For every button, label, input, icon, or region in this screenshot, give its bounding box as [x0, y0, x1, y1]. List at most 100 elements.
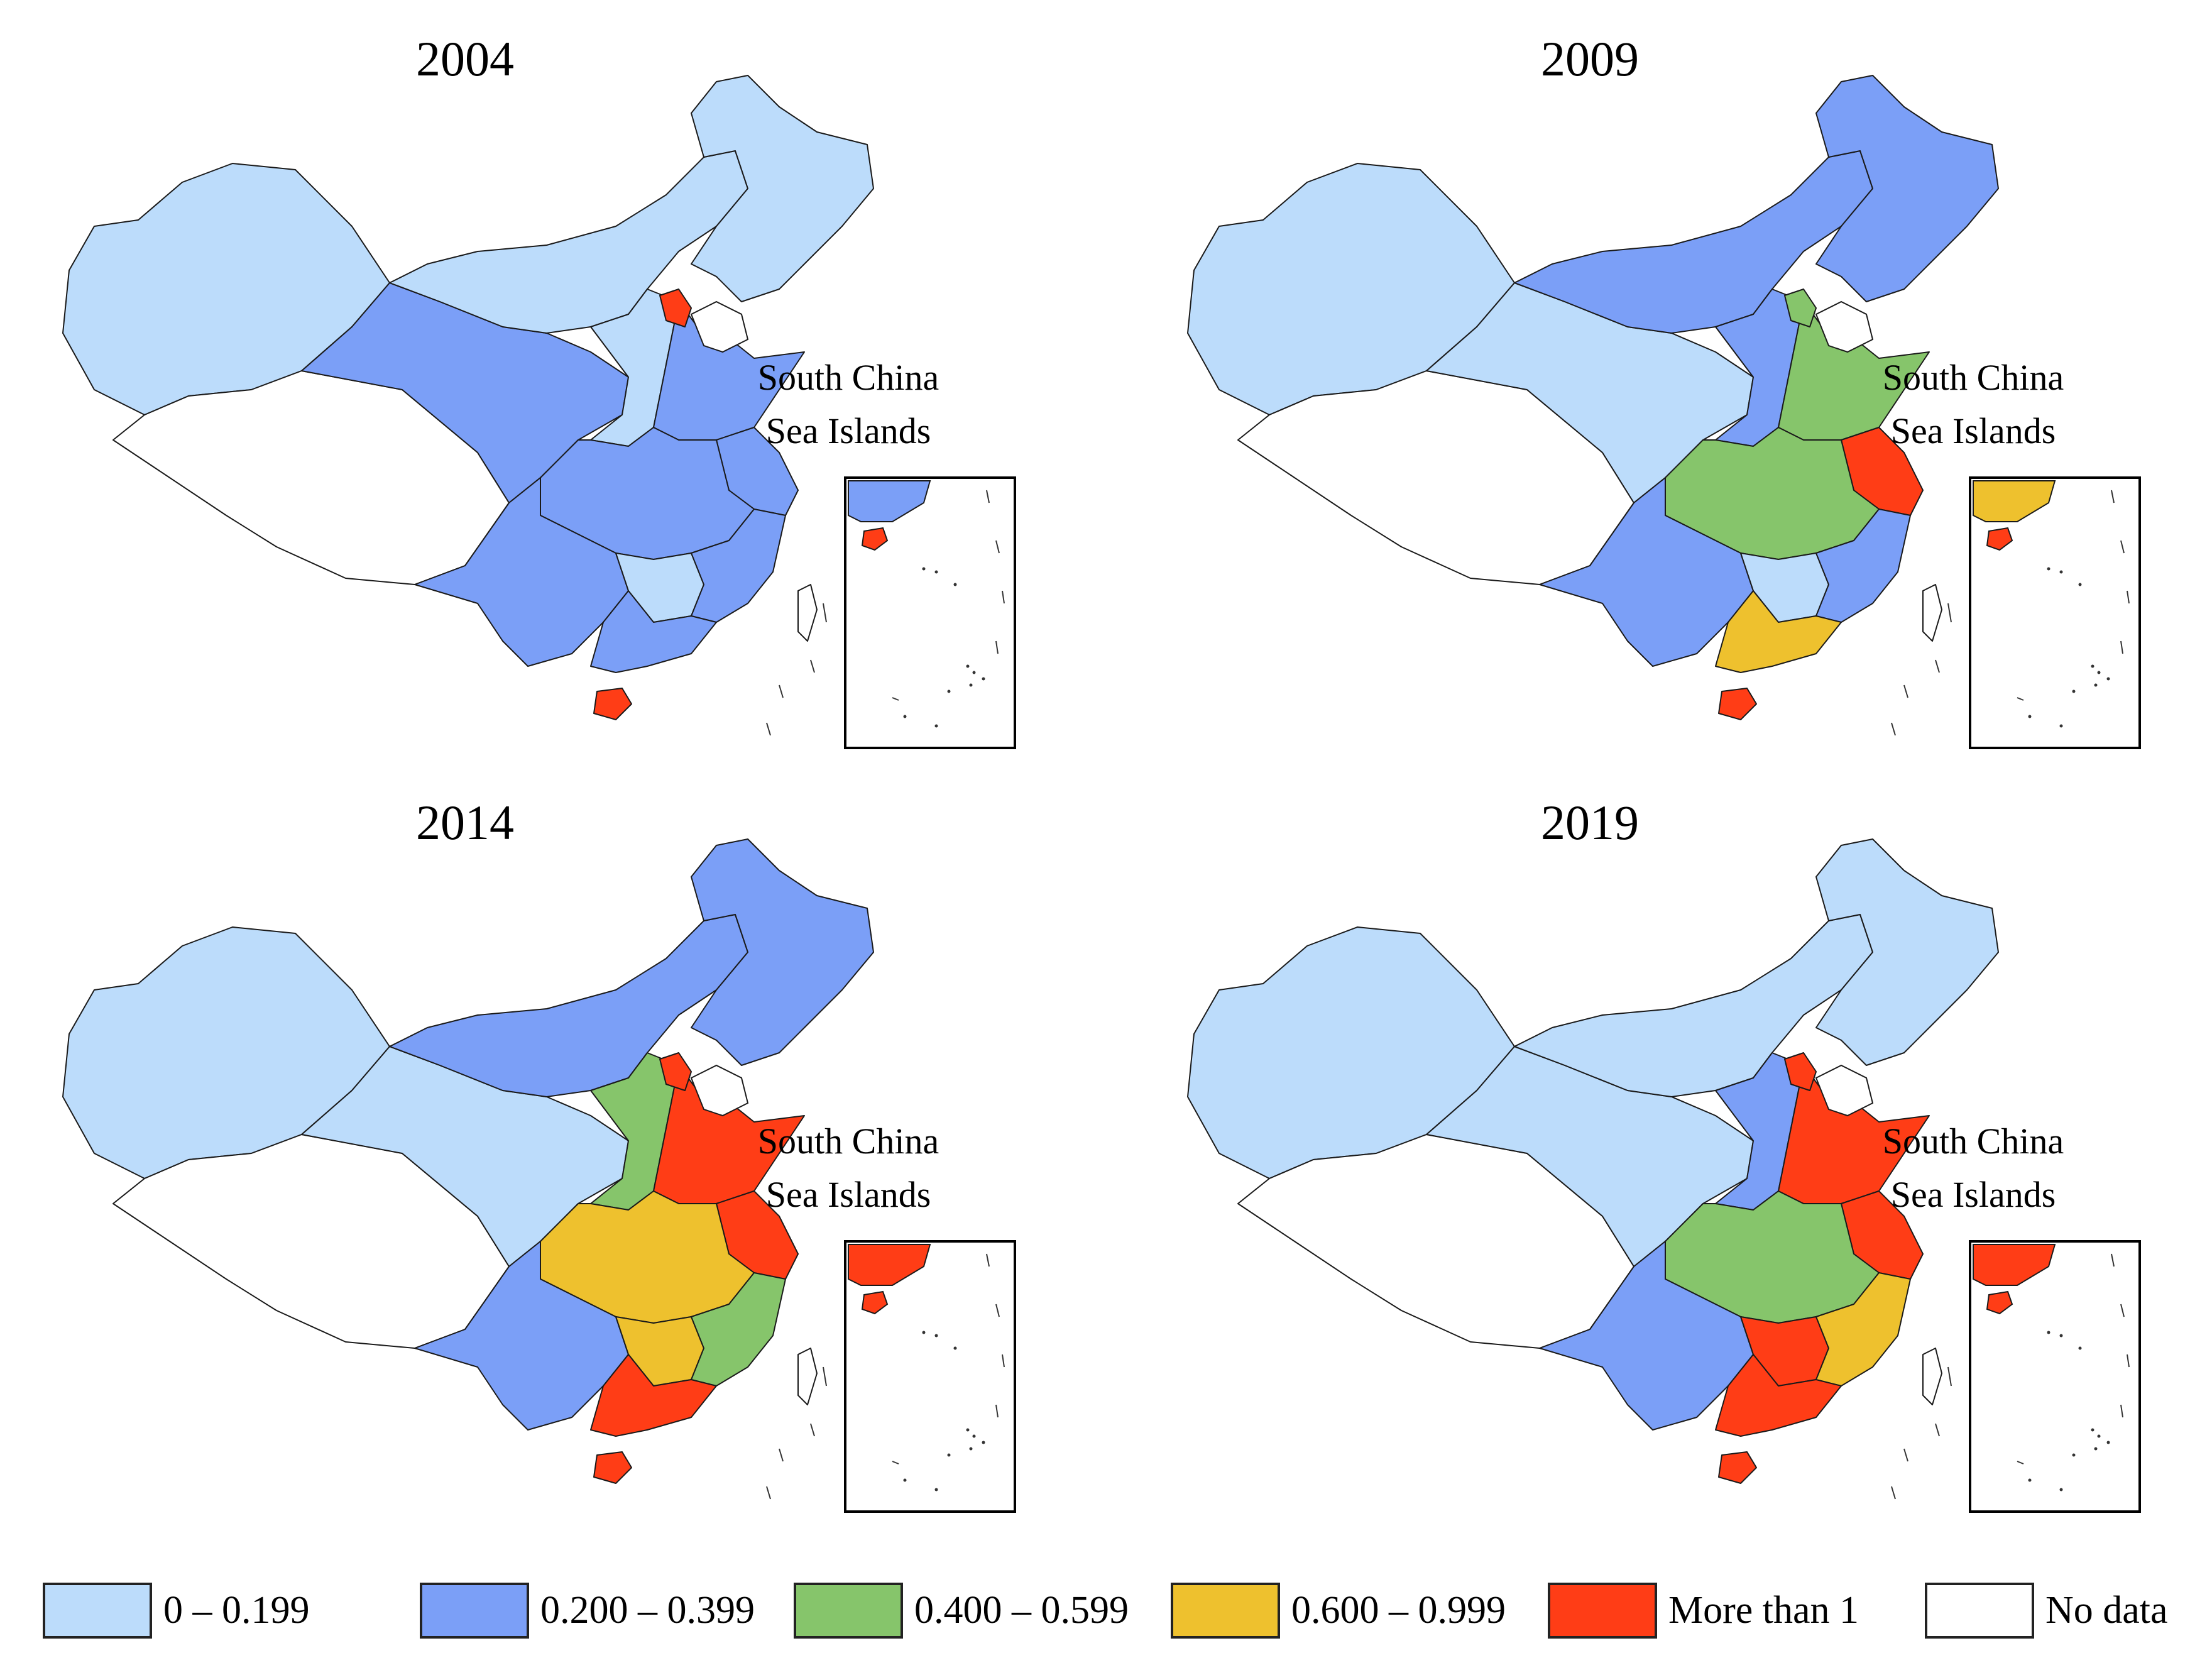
inset-hainan — [1986, 527, 2013, 551]
region-guangdong — [1715, 590, 1842, 673]
inset-frame — [1969, 476, 2141, 749]
panel-year-title: 2004 — [416, 31, 514, 86]
bohai-sea — [1815, 300, 1874, 353]
inset-island-dot — [2059, 724, 2063, 728]
inset-island-dot — [982, 1441, 985, 1444]
legend-label: 0.400 – 0.599 — [914, 1589, 1129, 1632]
region-southeast-coast — [1815, 1272, 1911, 1387]
legend-swatch — [43, 1583, 152, 1639]
panel-year-title: 2019 — [1541, 795, 1639, 850]
inset-island-dot — [947, 689, 951, 693]
region-southwest — [414, 1241, 629, 1431]
island-dash — [779, 684, 784, 698]
inset-boundary-dash — [892, 1461, 899, 1464]
island-dash — [823, 603, 827, 623]
legend-item: 0.200 – 0.399 — [420, 1583, 755, 1639]
inset-island-dot — [2028, 715, 2032, 718]
island-dash — [1935, 659, 1940, 673]
inset-label-line1: South China — [758, 357, 939, 398]
inset-island-dot — [2091, 1428, 2094, 1432]
legend-item: 0.400 – 0.599 — [794, 1583, 1129, 1639]
inset-island-dot — [934, 570, 938, 574]
inset-island-dot — [2047, 567, 2050, 571]
region-hainan — [1718, 688, 1757, 720]
island-dash — [779, 1448, 784, 1462]
inset-hainan — [861, 1290, 889, 1315]
region-guangdong — [590, 590, 717, 673]
inset-boundary-dash — [2120, 640, 2123, 654]
bohai-sea — [1815, 1064, 1874, 1117]
panels-layer: 2004 South China Sea Islands 2009 South Chin… — [62, 31, 2141, 1513]
region-northeast — [691, 838, 874, 1066]
island-dash — [1891, 722, 1896, 736]
region-southwest — [1539, 1241, 1754, 1431]
legend-label: More than 1 — [1668, 1589, 1859, 1632]
legend-label: 0.600 – 0.999 — [1291, 1589, 1506, 1632]
inset-boundary-dash — [2120, 540, 2125, 554]
inset-island-dot — [982, 677, 985, 681]
bohai-sea — [690, 300, 749, 353]
inset-boundary-dash — [1002, 1354, 1005, 1368]
region-northeast — [691, 75, 874, 302]
inset-label-line2: Sea Islands — [766, 1174, 931, 1215]
inset-island-dot — [934, 1488, 938, 1491]
island-dash — [1947, 603, 1952, 623]
inset-boundary-dash — [995, 640, 999, 654]
region-guangdong — [1715, 1354, 1842, 1437]
region-hainan — [593, 1451, 632, 1484]
inset-boundary-dash — [2111, 1253, 2115, 1267]
inset-label-line1: South China — [1883, 1121, 2064, 1162]
inset-island-dot — [2078, 583, 2082, 586]
island-dash — [810, 1423, 815, 1437]
inset-label-line2: Sea Islands — [1891, 410, 2056, 451]
south-china-sea-inset — [844, 476, 1016, 749]
region-beijing-tianjin — [659, 288, 692, 327]
inset-frame — [844, 476, 1016, 749]
region-beijing-tianjin — [1784, 1052, 1817, 1091]
inset-frame — [1969, 1240, 2141, 1513]
inset-island-dot — [969, 1447, 973, 1451]
island-dash — [810, 659, 815, 673]
inset-boundary-dash — [2127, 1354, 2130, 1368]
region-northeast — [1815, 838, 1999, 1066]
legend-item: 0.600 – 0.999 — [1171, 1583, 1506, 1639]
legend: 0 – 0.199 0.200 – 0.399 0.400 – 0.599 0.600… — [43, 1583, 2168, 1639]
inset-boundary-dash — [2120, 1404, 2123, 1418]
inset-island-dot — [922, 1331, 926, 1334]
region-northeast — [1815, 75, 1999, 302]
inset-island-dot — [2106, 1441, 2110, 1444]
inset-boundary-dash — [2127, 590, 2130, 604]
region-beijing-tianjin — [659, 1052, 692, 1091]
inset-boundary-dash — [1002, 590, 1005, 604]
inset-island-dot — [972, 1434, 976, 1438]
island-dash — [1891, 1486, 1896, 1500]
inset-label-line2: Sea Islands — [766, 410, 931, 451]
inset-island-dot — [903, 1478, 907, 1482]
inset-island-dot — [947, 1453, 951, 1457]
inset-island-dot — [2047, 1331, 2050, 1334]
inset-island-dot — [969, 683, 973, 687]
inset-boundary-dash — [995, 540, 1000, 554]
map-panel-2009: 2009 South China Sea Islands — [1187, 31, 2141, 749]
inset-label-line1: South China — [1883, 357, 2064, 398]
legend-label: 0 – 0.199 — [163, 1589, 310, 1632]
inset-island-dot — [934, 1334, 938, 1338]
island-dash — [823, 1366, 827, 1387]
inset-boundary-dash — [995, 1304, 1000, 1317]
map-panel-2004: 2004 South China Sea Islands — [62, 31, 1016, 749]
inset-boundary-dash — [2017, 1461, 2024, 1464]
legend-label: No data — [2045, 1589, 2168, 1632]
inset-island-dot — [2059, 570, 2063, 574]
region-southeast-coast — [1815, 508, 1911, 623]
legend-swatch — [1548, 1583, 1657, 1639]
legend-swatch — [794, 1583, 903, 1639]
legend-label: 0.200 – 0.399 — [540, 1589, 755, 1632]
inset-island-dot — [2091, 664, 2094, 668]
map-panel-2019: 2019 South China Sea Islands — [1187, 795, 2141, 1513]
inset-island-dot — [2094, 683, 2098, 687]
inset-island-dot — [2094, 1447, 2098, 1451]
island-dash — [766, 1486, 771, 1500]
inset-island-dot — [2028, 1478, 2032, 1482]
region-hainan — [1718, 1451, 1757, 1484]
